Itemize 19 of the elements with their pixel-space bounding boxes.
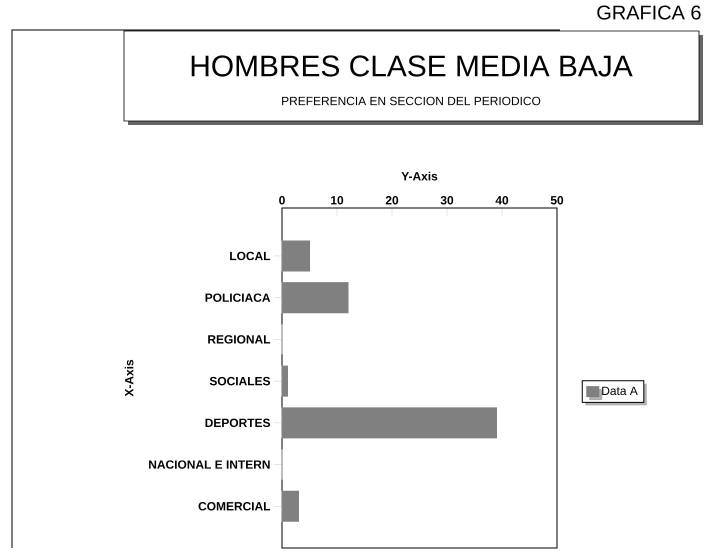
chart-subtitle: PREFERENCIA EN SECCION DEL PERIODICO xyxy=(282,96,540,106)
y-tick-label: NACIONAL E INTERN xyxy=(149,460,270,469)
y-tick-label: REGIONAL xyxy=(208,335,270,344)
y-tick-label: SOCIALES xyxy=(210,376,270,386)
y-tick-label: LOCAL xyxy=(230,252,270,260)
x-tick-label: 30 xyxy=(440,196,454,204)
y-tick-label: COMERCIAL xyxy=(198,502,270,510)
chart-title: HOMBRES CLASE MEDIA BAJA xyxy=(192,55,633,77)
x-axis-title: Y-Axis xyxy=(401,172,438,180)
x-tick-label: 40 xyxy=(496,196,508,204)
legend-label: Data A xyxy=(602,386,638,396)
x-tick-label: 50 xyxy=(550,196,564,204)
y-axis-title: X-Axis xyxy=(124,360,134,396)
y-tick-label: POLICIACA xyxy=(206,293,270,302)
y-tick-label: DEPORTES xyxy=(206,418,270,428)
text: GRAFICA 6 xyxy=(597,6,701,20)
x-tick-label: 0 xyxy=(279,196,285,204)
x-tick-label: 10 xyxy=(331,196,344,204)
x-tick-label: 20 xyxy=(386,196,398,204)
